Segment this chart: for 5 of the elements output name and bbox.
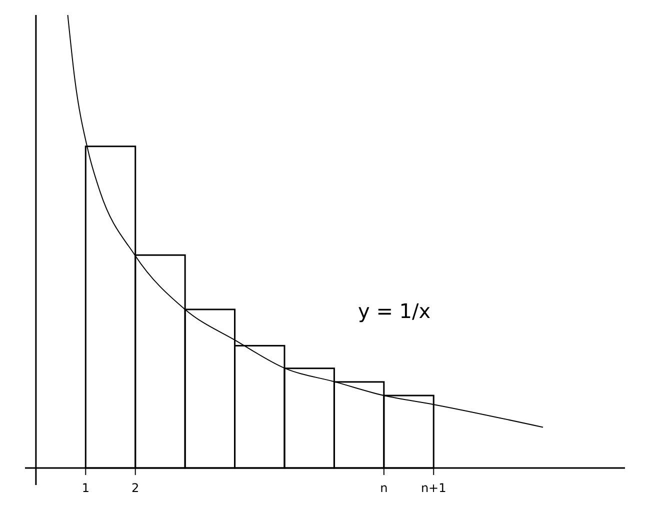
x-tick-label: n+1 — [420, 481, 446, 495]
annotation: y = 1/x — [358, 299, 431, 323]
x-tick-label: 1 — [82, 481, 90, 495]
x-tick-label: n — [380, 481, 388, 495]
x-tick-label: 2 — [132, 481, 140, 495]
